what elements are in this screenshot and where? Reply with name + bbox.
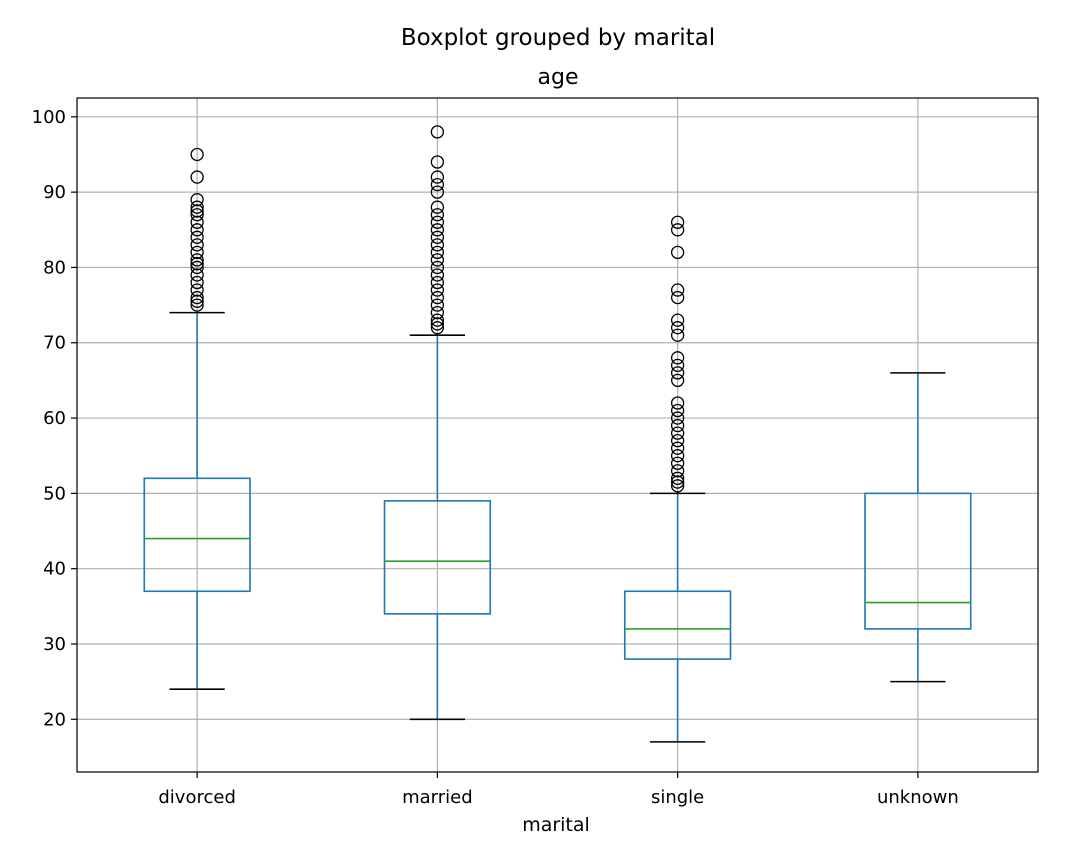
outlier-point <box>190 257 204 271</box>
outlier-point <box>670 471 685 485</box>
outlier-point <box>430 155 445 169</box>
outlier-point <box>670 479 685 493</box>
outlier-point <box>670 223 685 237</box>
outlier-point <box>190 268 204 282</box>
axes-frame <box>76 97 1039 773</box>
outlier-point <box>190 193 204 207</box>
outlier-point <box>670 411 685 425</box>
box-group-divorced <box>143 147 251 690</box>
outlier-point <box>190 253 204 267</box>
outlier-point <box>430 260 445 275</box>
outlier-point <box>430 223 445 237</box>
box-iqr <box>623 590 732 660</box>
outlier-point <box>190 298 204 312</box>
y-tick-label: 80 <box>43 257 66 278</box>
outlier-point <box>670 433 685 448</box>
chart-subtitle: age <box>538 65 579 90</box>
outlier-point <box>190 208 204 222</box>
y-tick-label: 100 <box>32 107 66 128</box>
x-axis-label: marital <box>522 814 590 836</box>
outlier-point <box>430 245 445 260</box>
outlier-point <box>670 351 685 365</box>
outlier-point <box>670 426 685 440</box>
outlier-point <box>430 253 445 267</box>
outlier-point <box>190 230 204 244</box>
outlier-point <box>190 245 204 260</box>
outlier-point <box>430 268 445 282</box>
outlier-point <box>670 464 685 478</box>
outlier-point <box>190 260 204 275</box>
y-tick-label: 40 <box>43 559 66 580</box>
outlier-point <box>430 125 445 139</box>
outlier-point <box>670 475 685 489</box>
x-axis: divorced married single unknown <box>158 772 959 808</box>
outlier-point <box>430 290 445 305</box>
outlier-point <box>190 275 204 290</box>
outlier-point <box>670 441 685 455</box>
grid-lines <box>77 98 1038 772</box>
outlier-point <box>190 200 204 214</box>
outlier-point <box>430 200 445 214</box>
box-iqr <box>383 500 492 615</box>
outlier-point <box>670 283 685 297</box>
x-tick-label: married <box>402 787 473 808</box>
outlier-point <box>430 321 445 335</box>
y-tick-label: 90 <box>43 182 66 203</box>
outlier-point <box>670 328 685 342</box>
outlier-point <box>670 373 685 388</box>
x-tick-label: unknown <box>877 787 959 808</box>
outlier-point <box>430 170 445 184</box>
outlier-point <box>430 215 445 229</box>
outlier-point <box>670 366 685 380</box>
plot-area <box>143 125 972 743</box>
outlier-point <box>430 238 445 252</box>
outlier-point <box>430 305 445 320</box>
y-tick-label: 70 <box>43 333 66 354</box>
outlier-point <box>190 283 204 297</box>
outlier-point <box>430 230 445 244</box>
outlier-point <box>670 313 685 327</box>
outlier-point <box>190 238 204 252</box>
box-iqr <box>864 492 972 630</box>
outlier-point <box>430 185 445 199</box>
outlier-point <box>190 147 204 162</box>
outlier-point <box>430 177 445 192</box>
outlier-point <box>670 403 685 418</box>
y-axis: 20 30 40 50 60 70 80 90 100 <box>32 107 77 730</box>
box-group-married <box>383 125 492 721</box>
outlier-point <box>190 294 204 308</box>
outlier-point <box>190 290 204 305</box>
x-tick-label: single <box>651 787 704 808</box>
box-group-single <box>623 215 732 743</box>
outlier-point <box>670 456 685 470</box>
y-tick-label: 20 <box>43 709 66 730</box>
outlier-point <box>190 170 204 184</box>
outlier-point <box>430 298 445 312</box>
outlier-point <box>430 317 445 331</box>
outlier-point <box>430 208 445 222</box>
outlier-point <box>670 449 685 463</box>
y-tick-label: 30 <box>43 634 66 655</box>
y-tick-label: 50 <box>43 483 66 504</box>
outlier-point <box>670 245 685 260</box>
outlier-point <box>430 283 445 297</box>
outlier-point <box>190 215 204 229</box>
outlier-point <box>190 223 204 237</box>
outlier-point <box>670 418 685 433</box>
chart-title: Boxplot grouped by marital <box>401 25 715 51</box>
outlier-point <box>430 313 445 327</box>
x-tick-label: divorced <box>158 787 236 808</box>
outlier-point <box>670 321 685 335</box>
outlier-point <box>430 275 445 290</box>
y-tick-label: 60 <box>43 408 66 429</box>
box-group-unknown <box>864 372 972 683</box>
outlier-point <box>670 290 685 305</box>
outlier-point <box>670 215 685 229</box>
box-iqr <box>143 477 251 593</box>
outlier-point <box>670 396 685 410</box>
outlier-point <box>190 204 204 218</box>
outlier-point <box>670 358 685 372</box>
